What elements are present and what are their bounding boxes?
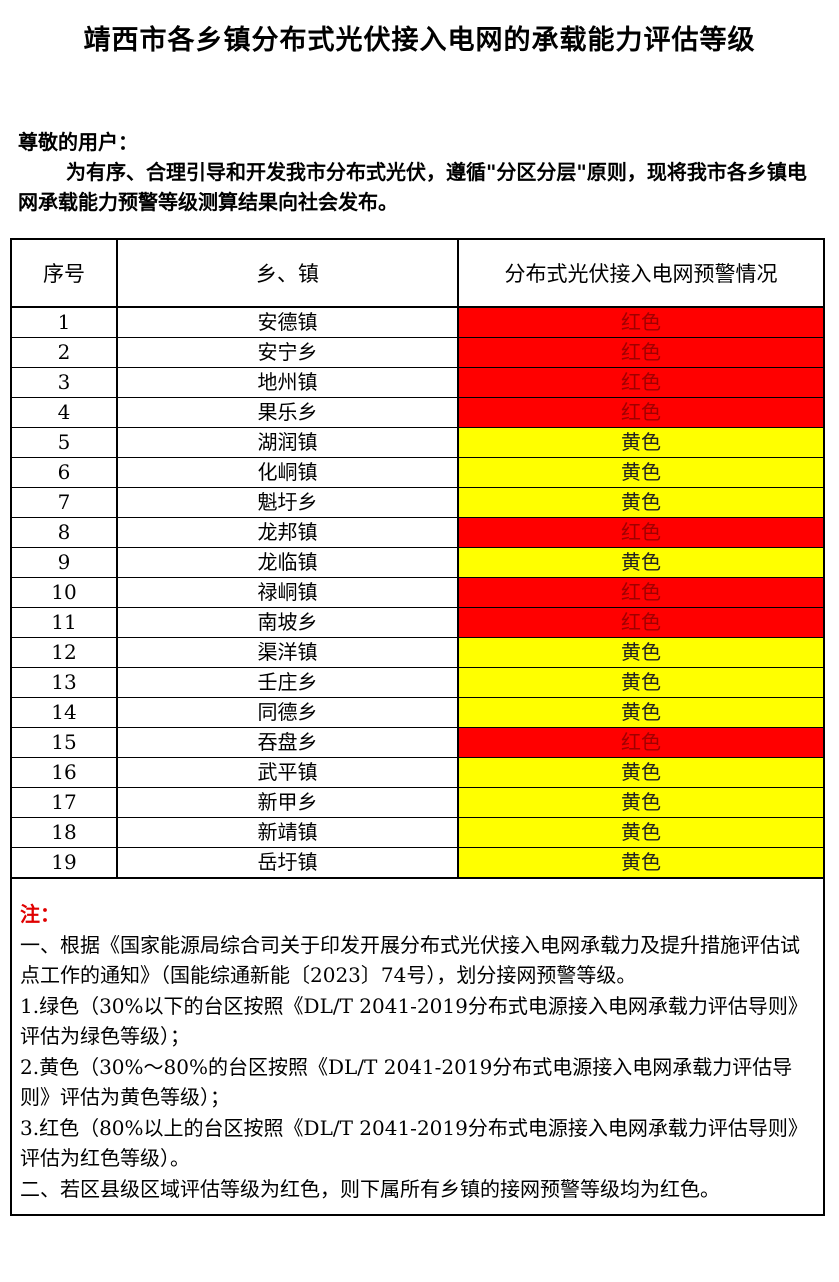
row-town: 安德镇	[116, 306, 459, 338]
greeting: 尊敬的用户：	[18, 130, 138, 154]
warning-level-table: 序号 乡、镇 分布式光伏接入电网预警情况 1 安德镇 红色 2 安宁乡 红色 3 地州镇 红色 4…	[10, 238, 825, 1216]
row-no: 8	[10, 517, 118, 548]
row-warning-level: 黄色	[457, 787, 825, 818]
row-no: 4	[10, 397, 118, 428]
table-row: 1 安德镇 红色	[10, 306, 825, 338]
row-no: 19	[10, 847, 118, 879]
table-row: 11 南坡乡 红色	[10, 607, 825, 638]
note-line: 1.绿色（30%以下的台区按照《DL/T 2041-2019分布式电源接入电网承…	[20, 993, 808, 1049]
row-warning-level: 黄色	[457, 547, 825, 578]
table-row: 13 壬庄乡 黄色	[10, 667, 825, 698]
row-no: 10	[10, 577, 118, 608]
table-row: 5 湖润镇 黄色	[10, 427, 825, 458]
row-town: 吞盘乡	[116, 727, 459, 758]
table-row: 12 渠洋镇 黄色	[10, 637, 825, 668]
row-town: 龙临镇	[116, 547, 459, 578]
row-no: 16	[10, 757, 118, 788]
table-row: 18 新靖镇 黄色	[10, 817, 825, 848]
row-town: 禄峒镇	[116, 577, 459, 608]
table-row: 16 武平镇 黄色	[10, 757, 825, 788]
row-warning-level: 红色	[457, 727, 825, 758]
table-row: 6 化峒镇 黄色	[10, 457, 825, 488]
table-row: 8 龙邦镇 红色	[10, 517, 825, 548]
header-warning: 分布式光伏接入电网预警情况	[457, 238, 825, 308]
row-town: 武平镇	[116, 757, 459, 788]
row-warning-level: 红色	[457, 337, 825, 368]
row-no: 18	[10, 817, 118, 848]
row-warning-level: 黄色	[457, 697, 825, 728]
table-row: 9 龙临镇 黄色	[10, 547, 825, 578]
row-town: 新靖镇	[116, 817, 459, 848]
table-row: 4 果乐乡 红色	[10, 397, 825, 428]
row-town: 壬庄乡	[116, 667, 459, 698]
row-town: 地州镇	[116, 367, 459, 398]
intro: 尊敬的用户： 为有序、合理引导和开发我市分布式光伏，遵循"分区分层"原则，现将我…	[18, 127, 818, 217]
note-line: 二、若区县级区域评估等级为红色，则下属所有乡镇的接网预警等级均为红色。	[20, 1176, 720, 1201]
row-warning-level: 黄色	[457, 487, 825, 518]
row-no: 17	[10, 787, 118, 818]
row-town: 魁圩乡	[116, 487, 459, 518]
row-town: 岳圩镇	[116, 847, 459, 879]
row-no: 1	[10, 306, 118, 338]
note-line: 2.黄色（30%～80%的台区按照《DL/T 2041-2019分布式电源接入电…	[20, 1054, 793, 1110]
row-warning-level: 红色	[457, 517, 825, 548]
header-town: 乡、镇	[116, 238, 459, 308]
row-town: 安宁乡	[116, 337, 459, 368]
row-warning-level: 黄色	[457, 757, 825, 788]
row-town: 龙邦镇	[116, 517, 459, 548]
row-no: 3	[10, 367, 118, 398]
row-warning-level: 红色	[457, 367, 825, 398]
row-no: 9	[10, 547, 118, 578]
page-title: 靖西市各乡镇分布式光伏接入电网的承载能力评估等级	[83, 25, 756, 56]
row-warning-level: 黄色	[457, 637, 825, 668]
note-line: 一、根据《国家能源局综合司关于印发开展分布式光伏接入电网承载力及提升措施评估试点…	[20, 932, 800, 988]
table-row: 2 安宁乡 红色	[10, 337, 825, 368]
table-header-row: 序号 乡、镇 分布式光伏接入电网预警情况	[10, 238, 825, 308]
table-row: 7 魁圩乡 黄色	[10, 487, 825, 518]
table-row: 19 岳圩镇 黄色	[10, 847, 825, 879]
row-warning-level: 红色	[457, 397, 825, 428]
row-warning-level: 黄色	[457, 817, 825, 848]
row-no: 7	[10, 487, 118, 518]
table-row: 10 禄峒镇 红色	[10, 577, 825, 608]
table-row: 3 地州镇 红色	[10, 367, 825, 398]
table-row: 17 新甲乡 黄色	[10, 787, 825, 818]
notes-heading: 注：	[20, 902, 60, 926]
row-warning-level: 黄色	[457, 667, 825, 698]
row-town: 化峒镇	[116, 457, 459, 488]
row-warning-level: 红色	[457, 577, 825, 608]
row-no: 15	[10, 727, 118, 758]
row-town: 渠洋镇	[116, 637, 459, 668]
row-town: 同德乡	[116, 697, 459, 728]
row-no: 6	[10, 457, 118, 488]
row-warning-level: 红色	[457, 607, 825, 638]
note-line: 3.红色（80%以上的台区按照《DL/T 2041-2019分布式电源接入电网承…	[20, 1115, 808, 1171]
row-warning-level: 黄色	[457, 427, 825, 458]
row-no: 2	[10, 337, 118, 368]
row-warning-level: 黄色	[457, 847, 825, 879]
row-town: 果乐乡	[116, 397, 459, 428]
intro-body: 为有序、合理引导和开发我市分布式光伏，遵循"分区分层"原则，现将我市各乡镇电网承…	[18, 160, 807, 214]
row-town: 湖润镇	[116, 427, 459, 458]
row-warning-level: 红色	[457, 306, 825, 338]
row-no: 5	[10, 427, 118, 458]
table-row: 15 吞盘乡 红色	[10, 727, 825, 758]
notes: 注： 一、根据《国家能源局综合司关于印发开展分布式光伏接入电网承载力及提升措施评…	[10, 877, 825, 1216]
table-row: 14 同德乡 黄色	[10, 697, 825, 728]
row-town: 南坡乡	[116, 607, 459, 638]
row-no: 11	[10, 607, 118, 638]
header-no: 序号	[10, 238, 118, 308]
row-no: 12	[10, 637, 118, 668]
row-no: 13	[10, 667, 118, 698]
row-no: 14	[10, 697, 118, 728]
row-town: 新甲乡	[116, 787, 459, 818]
row-warning-level: 黄色	[457, 457, 825, 488]
